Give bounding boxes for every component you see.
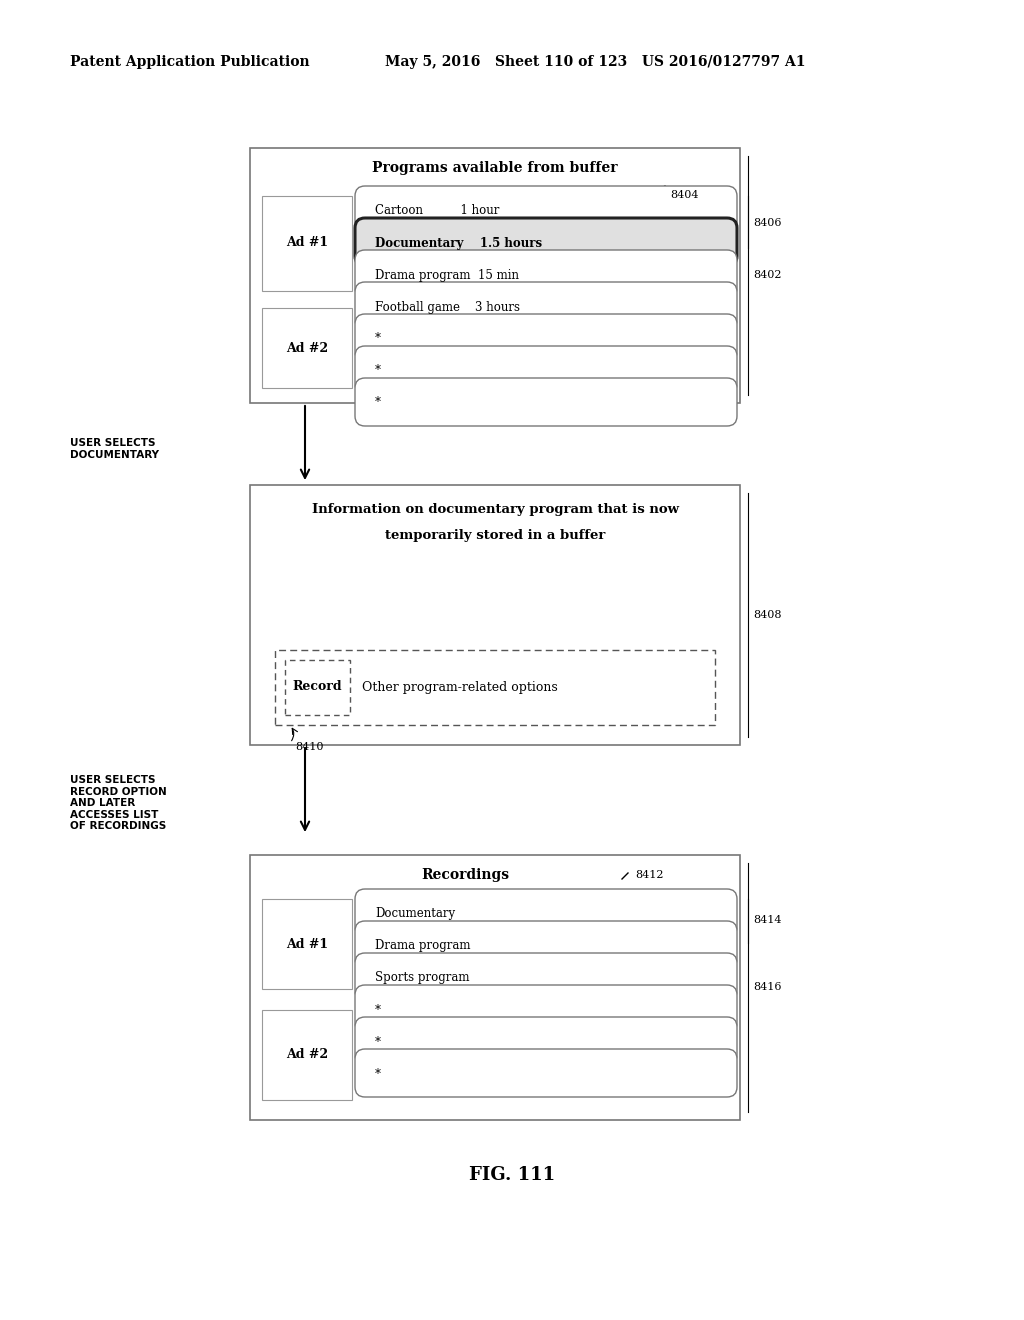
Bar: [285, 660, 350, 715]
FancyBboxPatch shape: [355, 953, 737, 1001]
Text: Drama program: Drama program: [375, 940, 470, 953]
Text: Cartoon          1 hour: Cartoon 1 hour: [375, 205, 500, 218]
Text: Record: Record: [292, 681, 342, 693]
FancyBboxPatch shape: [355, 249, 737, 298]
FancyBboxPatch shape: [355, 218, 737, 267]
Text: 8408: 8408: [753, 610, 781, 620]
Bar: [250, 484, 740, 744]
Text: FIG. 111: FIG. 111: [469, 1166, 555, 1184]
Text: 8414: 8414: [753, 915, 781, 925]
Text: 8402: 8402: [753, 271, 781, 280]
Text: 8410: 8410: [295, 742, 324, 752]
Text: Recordings: Recordings: [421, 869, 509, 882]
Text: *: *: [375, 1003, 381, 1016]
Text: *: *: [375, 1068, 381, 1081]
Text: *: *: [375, 364, 381, 378]
Text: USER SELECTS
DOCUMENTARY: USER SELECTS DOCUMENTARY: [70, 438, 159, 459]
Text: *: *: [375, 396, 381, 409]
FancyBboxPatch shape: [355, 186, 737, 234]
FancyBboxPatch shape: [355, 314, 737, 362]
FancyBboxPatch shape: [355, 1049, 737, 1097]
Text: *: *: [375, 333, 381, 346]
Bar: [250, 148, 740, 403]
Text: Ad #2: Ad #2: [286, 1048, 328, 1061]
Text: USER SELECTS
RECORD OPTION
AND LATER
ACCESSES LIST
OF RECORDINGS: USER SELECTS RECORD OPTION AND LATER ACC…: [70, 775, 167, 832]
Text: 8404: 8404: [670, 190, 698, 201]
Text: *: *: [375, 1035, 381, 1048]
FancyBboxPatch shape: [355, 282, 737, 330]
Text: Ad #1: Ad #1: [286, 937, 328, 950]
Text: Drama program  15 min: Drama program 15 min: [375, 268, 519, 281]
Text: Ad #1: Ad #1: [286, 236, 328, 249]
Text: Documentary    1.5 hours: Documentary 1.5 hours: [375, 236, 542, 249]
Text: 8416: 8416: [753, 982, 781, 993]
Text: Other program-related options: Other program-related options: [362, 681, 558, 693]
Bar: [275, 649, 715, 725]
Text: Patent Application Publication: Patent Application Publication: [70, 55, 309, 69]
Text: Sports program: Sports program: [375, 972, 469, 985]
Bar: [262, 195, 352, 290]
Text: 8412: 8412: [635, 870, 664, 880]
Bar: [262, 1010, 352, 1100]
Bar: [262, 899, 352, 989]
Text: temporarily stored in a buffer: temporarily stored in a buffer: [385, 528, 605, 541]
FancyBboxPatch shape: [355, 378, 737, 426]
Text: 8406: 8406: [753, 218, 781, 228]
Text: Ad #2: Ad #2: [286, 342, 328, 355]
Text: Information on documentary program that is now: Information on documentary program that …: [311, 503, 679, 516]
FancyBboxPatch shape: [355, 985, 737, 1034]
Text: Football game    3 hours: Football game 3 hours: [375, 301, 520, 314]
FancyBboxPatch shape: [355, 346, 737, 393]
FancyBboxPatch shape: [355, 921, 737, 969]
Text: Documentary: Documentary: [375, 908, 455, 920]
Text: May 5, 2016   Sheet 110 of 123   US 2016/0127797 A1: May 5, 2016 Sheet 110 of 123 US 2016/012…: [385, 55, 806, 69]
Text: Programs available from buffer: Programs available from buffer: [373, 161, 617, 176]
FancyBboxPatch shape: [355, 1016, 737, 1065]
Bar: [262, 308, 352, 388]
Bar: [250, 855, 740, 1119]
FancyBboxPatch shape: [355, 888, 737, 937]
